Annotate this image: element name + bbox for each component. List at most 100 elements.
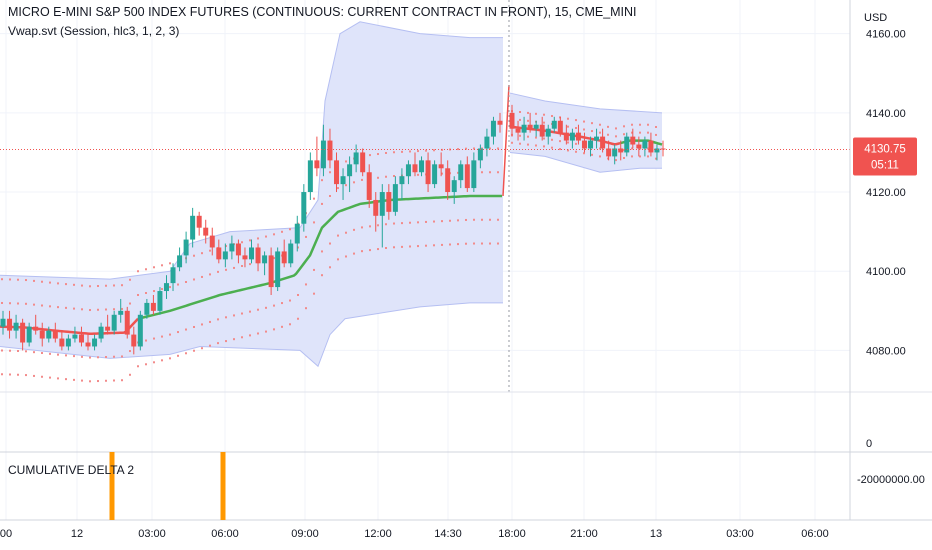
- band-2-dot: [551, 146, 553, 149]
- band-2-dot: [607, 157, 609, 160]
- band-1-dot: [433, 244, 435, 247]
- band-session-2-lower: [509, 151, 662, 173]
- band-1-dot: [25, 374, 27, 377]
- band-1-dot: [369, 249, 371, 252]
- band-1-dot: [417, 245, 419, 248]
- band-1-dot: [337, 234, 339, 237]
- band-1-dot: [441, 148, 443, 151]
- band-1-dot: [49, 352, 51, 355]
- band-1-dot: [409, 150, 411, 153]
- session-1-candle: [235, 243, 241, 256]
- band-1-dot: [209, 273, 211, 276]
- session-1-candle: [334, 160, 340, 185]
- band-2-dot: [567, 149, 569, 152]
- band-1-dot: [417, 173, 419, 176]
- session-1-candle: [124, 310, 130, 335]
- band-1-dot: [425, 220, 427, 223]
- band-1-dot: [65, 354, 67, 357]
- band-1-dot: [193, 254, 195, 257]
- band-1-dot: [249, 263, 251, 266]
- band-1-dot: [201, 275, 203, 278]
- price-axis[interactable]: 4160.00 4140.00 4120.00 4100.00 4080.00 0 -200…: [857, 29, 925, 486]
- band-1-dot: [401, 222, 403, 225]
- session-1-candle: [163, 283, 169, 292]
- band-2-dot: [583, 120, 585, 123]
- cumulative-delta-label[interactable]: CUMULATIVE DELTA 2: [8, 463, 135, 477]
- session-1-candle: [72, 334, 78, 339]
- indicator-legend[interactable]: Vwap.svt (Session, hlc3, 1, 2, 3): [8, 24, 180, 38]
- band-1-dot: [169, 357, 171, 360]
- band-2-dot: [655, 157, 657, 160]
- session-1-candle: [196, 215, 202, 228]
- band-1-dot: [249, 310, 251, 313]
- band-1-dot: [217, 342, 219, 345]
- session-1-candle: [222, 251, 228, 260]
- band-2-dot: [527, 111, 529, 114]
- band-1-dot: [313, 268, 315, 271]
- session-1-candle: [373, 199, 379, 216]
- band-1-dot: [193, 325, 195, 328]
- band-1-dot: [489, 147, 491, 150]
- band-1-dot: [49, 376, 51, 379]
- time-tick-9: 13: [650, 528, 662, 540]
- band-1-dot: [457, 148, 459, 151]
- band-2-dot: [575, 127, 577, 130]
- band-1-dot: [177, 331, 179, 334]
- band-2-dot: [567, 141, 569, 144]
- session-2-candle: [581, 140, 587, 149]
- band-2-dot: [543, 113, 545, 116]
- band-2-dot: [591, 122, 593, 125]
- band-1-dot: [489, 218, 491, 221]
- band-1-dot: [129, 278, 131, 281]
- band-2-dot: [599, 155, 601, 158]
- price-badge-countdown: 05:11: [871, 159, 899, 171]
- band-2-dot: [591, 153, 593, 156]
- band-1-dot: [41, 352, 43, 355]
- band-1-dot: [129, 302, 131, 305]
- band-1-dot: [353, 252, 355, 255]
- session-1-candle: [353, 152, 359, 165]
- band-1-dot: [441, 172, 443, 175]
- band-2-dot: [647, 147, 649, 150]
- band-1-dot: [497, 242, 499, 245]
- band-1-dot: [17, 278, 19, 281]
- band-1-dot: [385, 151, 387, 154]
- delta-tick-0: 0: [866, 438, 872, 450]
- band-1-dot: [305, 283, 307, 286]
- band-1-dot: [289, 228, 291, 231]
- band-1-dot: [281, 325, 283, 328]
- band-1-dot: [257, 308, 259, 311]
- band-session-1-upper: [0, 21, 503, 280]
- band-1-dot: [233, 338, 235, 341]
- band-1-dot: [329, 266, 331, 269]
- band-1-dot: [185, 352, 187, 355]
- band-1-dot: [201, 323, 203, 326]
- band-1-dot: [385, 247, 387, 250]
- band-2-dot: [575, 150, 577, 153]
- band-2-dot: [647, 131, 649, 134]
- band-1-dot: [145, 339, 147, 342]
- band-2-dot: [631, 155, 633, 158]
- session-1-candle: [347, 164, 353, 177]
- band-1-dot: [97, 380, 99, 383]
- band-2-dot: [551, 115, 553, 118]
- band-1-dot: [49, 305, 51, 308]
- band-2-dot: [543, 145, 545, 148]
- band-1-dot: [225, 245, 227, 248]
- band-2-dot: [655, 133, 657, 136]
- band-2-dot: [519, 142, 521, 145]
- band-1-dot: [153, 337, 155, 340]
- pane-separators: [0, 0, 932, 521]
- session-2-candle: [551, 120, 557, 129]
- session-1-candle: [379, 192, 385, 216]
- band-1-dot: [41, 304, 43, 307]
- time-axis[interactable]: 00 12 03:00 06:00 09:00 12:00 14:30 18:00 21:00 1…: [0, 528, 829, 540]
- band-1-dot: [1, 278, 3, 281]
- session-1-candle: [405, 164, 411, 177]
- session-1-candle: [177, 255, 183, 268]
- session-1-candle: [118, 310, 124, 315]
- band-1-dot: [81, 308, 83, 311]
- session-1-candle: [445, 168, 451, 193]
- band-1-dot: [481, 171, 483, 174]
